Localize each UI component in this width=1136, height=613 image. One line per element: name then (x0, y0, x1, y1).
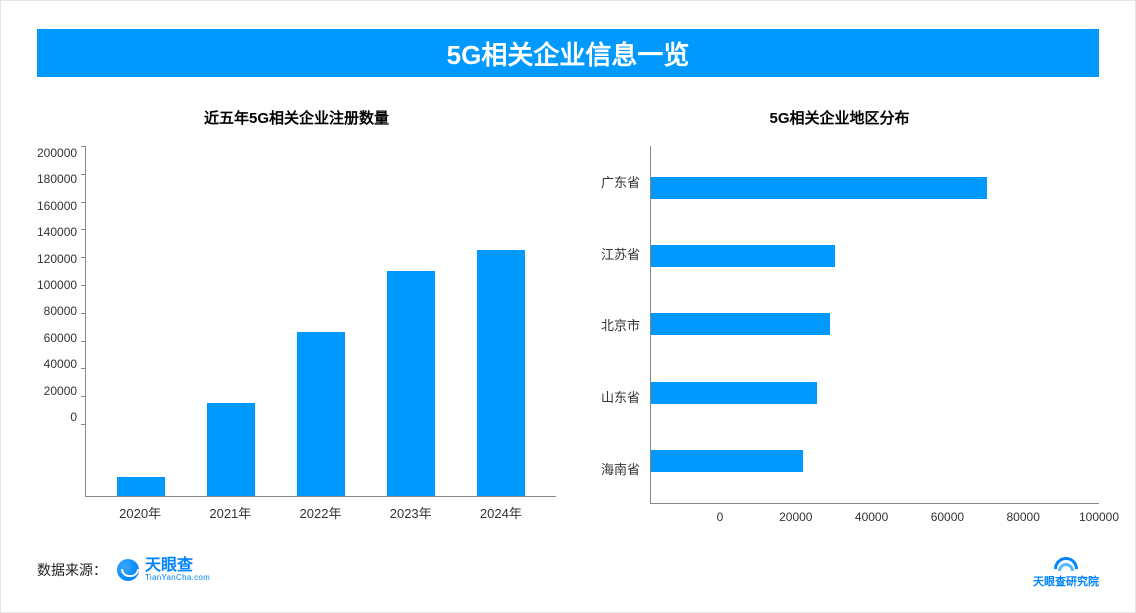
vbar-yaxis: 2000001800001600001400001200001000008000… (37, 146, 85, 424)
footer: 数据来源： 天眼查 TianYanCha.com 天眼查研究院 (37, 550, 1099, 590)
hbar-ylabel: 海南省 (601, 459, 640, 478)
title-bar: 5G相关企业信息一览 (37, 29, 1099, 77)
vbar-column (371, 271, 452, 496)
hbar-ylabel: 广东省 (601, 172, 640, 191)
hbar-bar (651, 177, 987, 199)
vbar-ytick-label: 20000 (44, 384, 77, 398)
hbar-bar (651, 313, 830, 335)
vbar-ytick-label: 160000 (37, 199, 77, 213)
tianyancha-icon (117, 559, 139, 581)
vbar-xlabel: 2024年 (460, 503, 541, 522)
tianyancha-en: TianYanCha.com (145, 574, 210, 582)
hbar-ylabel: 山东省 (601, 387, 640, 406)
vbar-ytick-label: 80000 (44, 304, 77, 318)
hbar-xtick-label: 20000 (779, 510, 812, 524)
page-title: 5G相关企业信息一览 (447, 35, 690, 72)
vbar-xlabel: 2020年 (100, 503, 181, 522)
institute-label: 天眼查研究院 (1033, 573, 1099, 589)
vbar-plot (85, 146, 556, 497)
vbar-chart: 2000001800001600001400001200001000008000… (37, 146, 556, 522)
vbar-xlabel: 2021年 (190, 503, 271, 522)
charts-row: 近五年5G相关企业注册数量 20000018000016000014000012… (37, 101, 1099, 522)
vbar-ytick-label: 60000 (44, 331, 77, 345)
hbar-bars (650, 146, 1099, 504)
vbar-xlabels: 2020年 2021年 2022年 2023年 2024年 (85, 497, 556, 522)
hbar-bar (651, 382, 817, 404)
vbar-xlabel: 2023年 (370, 503, 451, 522)
tianyancha-cn: 天眼查 (145, 558, 210, 574)
hbar-ylabel: 江苏省 (601, 244, 640, 263)
vbar-xlabel: 2022年 (280, 503, 361, 522)
vbar-ytick-label: 100000 (37, 278, 77, 292)
vbar-column (101, 477, 182, 496)
vbar-ytick-label: 200000 (37, 146, 77, 160)
left-chart-panel: 近五年5G相关企业注册数量 20000018000016000014000012… (37, 101, 556, 522)
right-chart-panel: 5G相关企业地区分布 广东省江苏省北京市山东省海南省 0 20000 40000 600… (580, 101, 1099, 522)
left-chart-title: 近五年5G相关企业注册数量 (204, 107, 389, 128)
vbar-bar (477, 250, 526, 496)
vbar-ytick-label: 180000 (37, 172, 77, 186)
vbar-column (281, 332, 362, 496)
source-block: 数据来源： 天眼查 TianYanCha.com (37, 558, 210, 582)
institute-icon (1052, 551, 1080, 571)
hbar-xlabels: 020000400006000080000100000 (580, 504, 1099, 522)
page-root: 5G相关企业信息一览 近五年5G相关企业注册数量 200000180000160… (0, 0, 1136, 613)
hbar-xtick-label: 100000 (1079, 510, 1119, 524)
hbar-ylabel: 北京市 (601, 315, 640, 334)
vbar-bar (207, 403, 256, 496)
hbar-chart: 广东省江苏省北京市山东省海南省0200004000060000800001000… (580, 146, 1099, 522)
institute-logo: 天眼查研究院 (1033, 551, 1099, 589)
right-chart-title: 5G相关企业地区分布 (769, 107, 909, 128)
vbar-bar (117, 477, 166, 496)
vbar-ytick-label: 140000 (37, 225, 77, 239)
tianyancha-logo: 天眼查 TianYanCha.com (117, 558, 210, 582)
vbar-ytick-label: 40000 (44, 357, 77, 371)
hbar-xtick-label: 40000 (855, 510, 888, 524)
vbar-ytick-label: 120000 (37, 252, 77, 266)
hbar-bar (651, 245, 835, 267)
vbar-column (460, 250, 541, 496)
hbar-ylabels: 广东省江苏省北京市山东省海南省 (580, 146, 650, 504)
vbar-bar (297, 332, 346, 496)
vbar-ytick-label: 0 (70, 410, 77, 424)
hbar-bar (651, 450, 803, 472)
vbar-bar (387, 271, 436, 496)
vbar-column (191, 403, 272, 496)
hbar-xtick-label: 60000 (931, 510, 964, 524)
tianyancha-text: 天眼查 TianYanCha.com (145, 558, 210, 582)
hbar-xtick-label: 0 (717, 510, 724, 524)
source-label: 数据来源： (37, 560, 107, 580)
hbar-plot: 广东省江苏省北京市山东省海南省 (580, 146, 1099, 504)
hbar-xtick-label: 80000 (1007, 510, 1040, 524)
